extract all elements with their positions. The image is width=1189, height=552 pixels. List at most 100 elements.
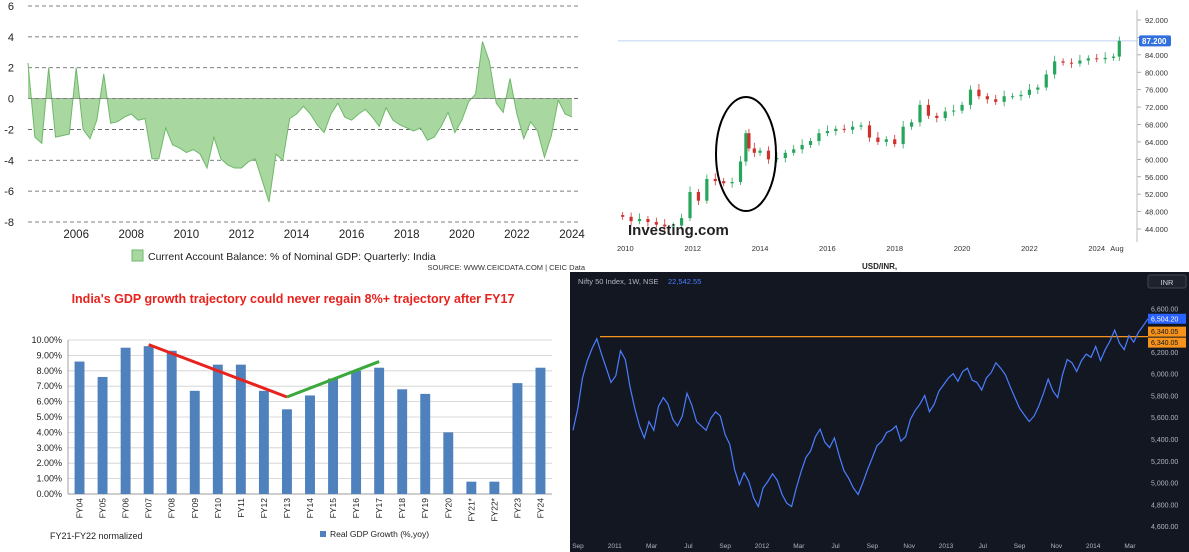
price-badge-level xyxy=(1148,326,1186,337)
y-tick-label: 6.00% xyxy=(36,397,62,407)
x-tick-label: 2016 xyxy=(339,229,365,241)
y-tick-label: 3.00% xyxy=(36,443,62,453)
candle-body xyxy=(876,137,880,142)
price-badge-level-2 xyxy=(1148,337,1186,348)
bar-fy16 xyxy=(351,370,362,494)
nifty-price-line xyxy=(572,318,1149,509)
candle-body xyxy=(1061,61,1065,63)
bar-fy04 xyxy=(74,361,85,494)
x-tick-label: FY06 xyxy=(121,498,131,519)
candle-body xyxy=(935,115,939,118)
candle-body xyxy=(1069,62,1074,64)
candle-body xyxy=(952,110,956,112)
current-account-chart-panel: 6 4 2 0 -2 -4 -6 -8 2006 2008 2010 2012 2014 2016 201… xyxy=(0,0,590,272)
candle-body xyxy=(960,104,964,111)
y-tick-label: 8.00% xyxy=(36,366,62,376)
gdp-growth-chart-panel: India's GDP growth trajectory could neve… xyxy=(0,272,570,552)
candle-body xyxy=(792,149,796,153)
y-tick-label: 80.000 xyxy=(1145,68,1168,77)
x-tick-label: Sep xyxy=(1014,543,1026,550)
price-badge-level-2-text: 6,340.05 xyxy=(1151,340,1178,347)
bar-fy14 xyxy=(305,395,315,494)
x-tick-label: FY14 xyxy=(305,498,315,519)
x-tick-label: Mar xyxy=(1124,543,1136,550)
y-tick-label: 5.00% xyxy=(36,412,62,422)
x-tick-label: FY24 xyxy=(535,498,545,519)
usdinr-chart-panel: 92.00088.00084.00080.00076.00072.00068.0… xyxy=(592,0,1189,272)
y-tick-label: 5,000.00 xyxy=(1151,481,1178,488)
candle-body xyxy=(943,111,947,118)
y-tick-label: 6,600.00 xyxy=(1151,306,1178,313)
y-tick-label: 52.000 xyxy=(1145,190,1168,199)
x-tick-label: Sep xyxy=(867,543,879,550)
candle-body xyxy=(1086,58,1090,61)
x-tick-label: FY10 xyxy=(213,498,223,519)
candle-body xyxy=(1078,60,1082,64)
y-tick-label: 5,600.00 xyxy=(1151,415,1178,422)
bar-fy13 xyxy=(281,409,292,494)
bar-fy07 xyxy=(143,346,154,494)
x-tick-label: 2014 xyxy=(1086,543,1101,550)
source-note: SOURCE: WWW.CEICDATA.COM | CEIC Data xyxy=(427,263,585,272)
y-tick-label: 4,800.00 xyxy=(1151,502,1178,509)
x-tick-label: 2018 xyxy=(886,244,903,253)
candle-body xyxy=(1002,96,1006,102)
x-tick-label: FY21* xyxy=(466,497,476,521)
x-tick-label: 2012 xyxy=(755,543,770,550)
candle-body xyxy=(705,178,709,201)
x-tick-label: 2012 xyxy=(684,244,701,253)
candle-body xyxy=(1095,58,1099,60)
candle-body xyxy=(671,225,675,227)
candle-body xyxy=(901,126,905,145)
candle-body xyxy=(679,218,684,226)
x-tick-label: 2018 xyxy=(394,229,420,241)
bar-fy12 xyxy=(258,390,269,494)
candle-body xyxy=(834,128,838,132)
x-tick-label: FY20 xyxy=(443,498,453,519)
candle-body xyxy=(851,126,855,130)
x-tick-label: FY09 xyxy=(190,498,200,519)
y-tick-label: 4,600.00 xyxy=(1151,524,1178,531)
bar-fy21-star xyxy=(466,481,477,494)
candle-body xyxy=(758,150,762,153)
candle-body xyxy=(629,216,633,222)
price-badge-last-text: 6,504.20 xyxy=(1151,316,1178,323)
x-tick-label: FY04 xyxy=(75,498,85,519)
x-tick-label: Mar xyxy=(793,543,805,550)
x-tick-label: 2014 xyxy=(284,229,310,241)
candle-body xyxy=(654,222,658,225)
nifty-chart-panel: Nifty 50 Index, 1W, NSE 22,542.55 INR 6,… xyxy=(570,272,1189,552)
investing-watermark: Investing.com xyxy=(628,222,729,239)
legend-label: Real GDP Growth (%,yoy) xyxy=(330,529,429,539)
x-tick-label: 2011 xyxy=(608,543,622,550)
candle-body xyxy=(621,215,625,217)
bar-fy09 xyxy=(189,390,200,494)
y-tick-label: 6,200.00 xyxy=(1151,350,1178,357)
candle-body xyxy=(918,104,922,123)
candle-body xyxy=(738,161,743,182)
x-tick-label: 2020 xyxy=(954,244,971,253)
x-tick-label: 2024 xyxy=(1088,244,1105,253)
x-tick-label: FY17 xyxy=(374,498,384,519)
candle-body xyxy=(722,181,726,184)
candle-body xyxy=(663,224,667,227)
x-tick-label: Jul xyxy=(684,543,693,550)
x-tick-label: 2012 xyxy=(229,229,255,241)
y-tick-label: 64.000 xyxy=(1145,138,1168,147)
candle-body xyxy=(752,148,756,153)
y-tick-label: 4 xyxy=(8,32,14,44)
x-tick-label: FY11 xyxy=(236,498,246,518)
x-tick-label: 2008 xyxy=(118,229,144,241)
x-tick-label: FY13 xyxy=(282,498,292,519)
x-tick-label: Aug xyxy=(1110,244,1123,253)
bar-fy11 xyxy=(235,364,246,494)
y-tick-label: 72.000 xyxy=(1145,103,1168,112)
chart-title: USD/INR, xyxy=(862,262,897,271)
y-tick-label: 1.00% xyxy=(36,474,62,484)
candle-body xyxy=(968,89,973,105)
candle-body xyxy=(783,152,787,159)
y-tick-label: 5,800.00 xyxy=(1151,393,1178,400)
x-tick-label: Sep xyxy=(572,543,584,550)
currency-badge[interactable] xyxy=(1147,274,1187,289)
candle-body xyxy=(646,218,650,223)
